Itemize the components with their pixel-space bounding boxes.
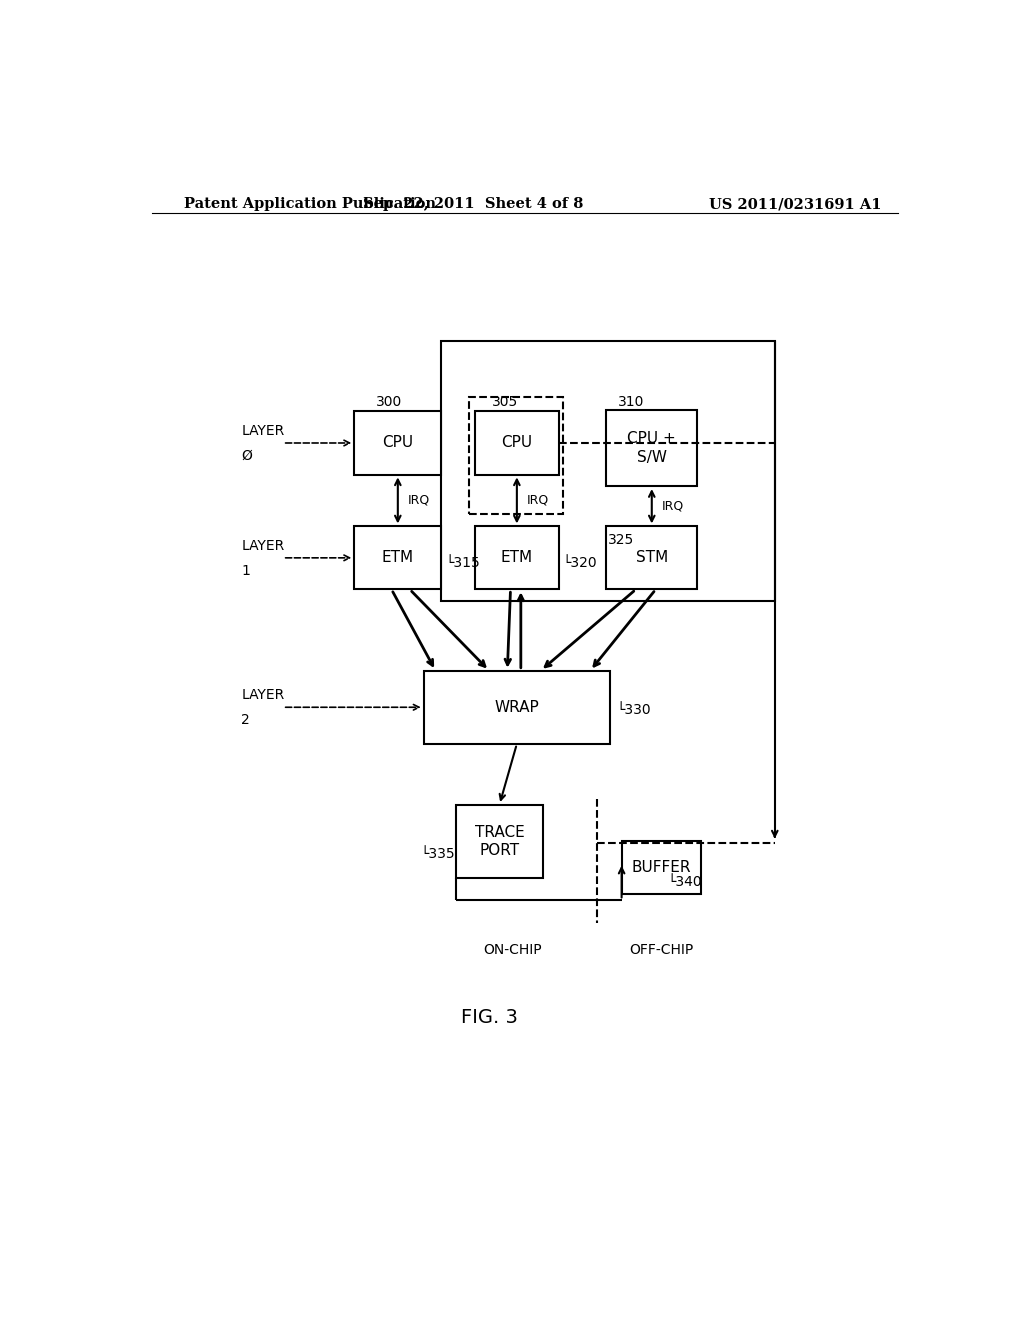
Bar bbox=[606, 411, 697, 486]
Text: └320: └320 bbox=[562, 556, 597, 570]
Bar bbox=[469, 397, 563, 515]
Bar bbox=[475, 527, 558, 589]
Text: IRQ: IRQ bbox=[663, 500, 684, 512]
Text: OFF-CHIP: OFF-CHIP bbox=[629, 942, 693, 957]
Bar bbox=[622, 841, 701, 894]
Text: IRQ: IRQ bbox=[527, 494, 550, 507]
Text: 325: 325 bbox=[608, 532, 635, 546]
Text: IRQ: IRQ bbox=[409, 494, 430, 507]
Text: ETM: ETM bbox=[382, 550, 414, 565]
Bar bbox=[354, 527, 441, 589]
Text: 1: 1 bbox=[242, 564, 250, 578]
Bar bbox=[475, 412, 558, 474]
Text: ETM: ETM bbox=[501, 550, 532, 565]
Text: WRAP: WRAP bbox=[495, 700, 540, 714]
Text: LAYER: LAYER bbox=[242, 539, 285, 553]
Bar bbox=[456, 805, 543, 878]
Text: CPU +
S/W: CPU + S/W bbox=[628, 432, 676, 465]
Bar bbox=[606, 527, 697, 589]
Text: CPU: CPU bbox=[382, 436, 414, 450]
Text: FIG. 3: FIG. 3 bbox=[461, 1007, 517, 1027]
Text: Ø: Ø bbox=[242, 449, 252, 463]
Bar bbox=[424, 671, 610, 744]
Text: TRACE
PORT: TRACE PORT bbox=[474, 825, 524, 858]
Text: └315: └315 bbox=[445, 556, 480, 570]
Text: CPU: CPU bbox=[502, 436, 532, 450]
Text: Patent Application Publication: Patent Application Publication bbox=[183, 197, 435, 211]
Bar bbox=[441, 342, 775, 601]
Text: └330: └330 bbox=[616, 704, 651, 717]
Text: BUFFER: BUFFER bbox=[632, 861, 691, 875]
Text: LAYER: LAYER bbox=[242, 424, 285, 438]
Text: Sep. 22, 2011  Sheet 4 of 8: Sep. 22, 2011 Sheet 4 of 8 bbox=[364, 197, 584, 211]
Text: └340: └340 bbox=[668, 875, 702, 890]
Text: 310: 310 bbox=[617, 395, 644, 409]
Text: LAYER: LAYER bbox=[242, 688, 285, 702]
Text: └335: └335 bbox=[420, 846, 455, 861]
Text: 2: 2 bbox=[242, 714, 250, 727]
Text: ON-CHIP: ON-CHIP bbox=[482, 942, 542, 957]
Text: US 2011/0231691 A1: US 2011/0231691 A1 bbox=[710, 197, 882, 211]
Text: STM: STM bbox=[636, 550, 668, 565]
Text: 300: 300 bbox=[377, 395, 402, 409]
Bar bbox=[354, 412, 441, 474]
Text: 305: 305 bbox=[492, 395, 518, 409]
